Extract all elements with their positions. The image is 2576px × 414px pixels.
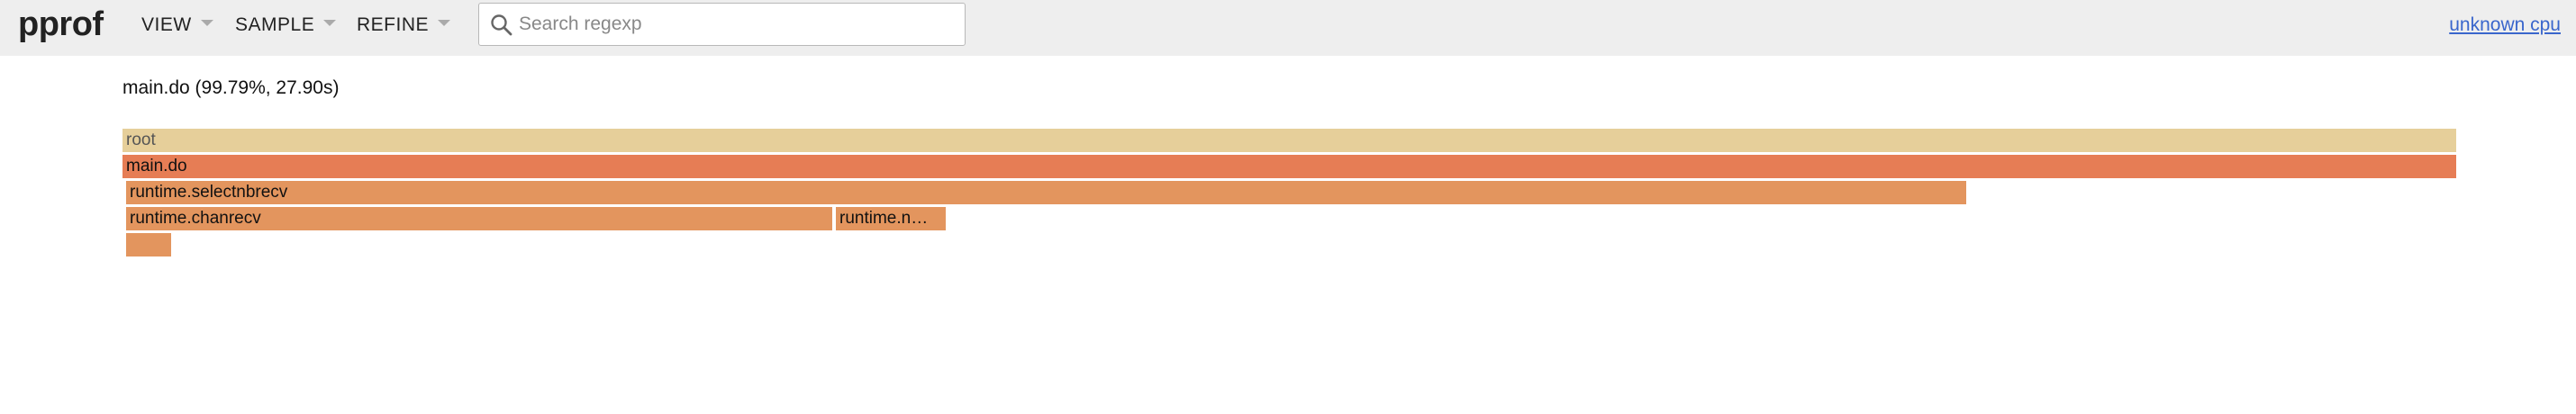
profile-link[interactable]: unknown cpu [2449,14,2561,35]
view-menu[interactable]: VIEW [141,14,213,36]
frame-unnamed[interactable] [126,233,171,256]
selection-details: main.do (99.79%, 27.90s) [122,77,340,98]
frame-runtime-chanrecv[interactable]: runtime.chanrecv [126,207,832,230]
frame-root[interactable]: root [122,129,2456,152]
refine-menu-label: REFINE [357,14,430,35]
search-box[interactable] [478,3,966,46]
sample-menu-label: SAMPLE [235,14,315,35]
toolbar: pprof VIEW SAMPLE REFINE unknown cpu [0,0,2576,56]
search-input[interactable] [519,11,951,38]
sample-menu[interactable]: SAMPLE [235,14,337,36]
chevron-down-icon [200,19,213,26]
brand-logo[interactable]: pprof [18,5,104,43]
frame-runtime-selectnbrecv[interactable]: runtime.selectnbrecv [126,181,1966,204]
chevron-down-icon [323,19,337,26]
frame-runtime-n[interactable]: runtime.n… [836,207,946,230]
chevron-down-icon [438,19,451,26]
frame-main-do[interactable]: main.do [122,155,2456,178]
refine-menu[interactable]: REFINE [357,14,451,36]
view-menu-label: VIEW [141,14,192,35]
search-icon [491,14,512,36]
